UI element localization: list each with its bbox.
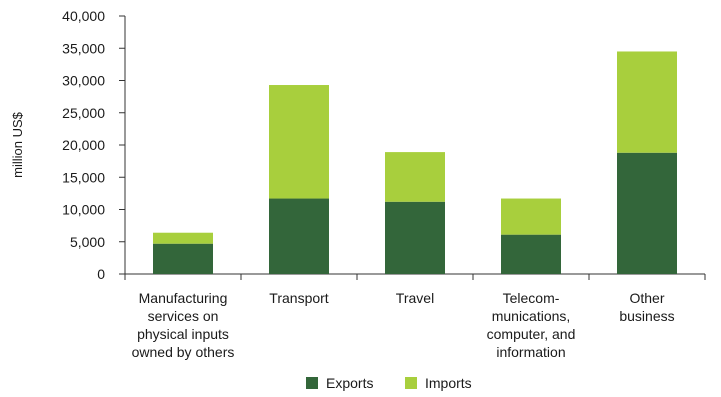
bar-imports: [153, 232, 213, 244]
bar-imports: [269, 85, 329, 199]
bar-imports: [617, 51, 677, 153]
y-tick-label: 0: [97, 266, 105, 282]
legend: Exports Imports: [306, 375, 472, 391]
bar-exports: [617, 152, 677, 274]
y-tick-label: 30,000: [62, 73, 105, 89]
x-tick-label-line: business: [619, 308, 674, 324]
bar-imports: [385, 152, 445, 202]
y-tick-label: 20,000: [62, 137, 105, 153]
x-tick-label-line: Manufacturing: [139, 290, 228, 306]
y-tick-label: 35,000: [62, 40, 105, 56]
legend-swatch-exports: [306, 377, 318, 389]
y-tick-label: 10,000: [62, 202, 105, 218]
x-tick-label: Other business: [619, 290, 674, 324]
x-tick-label-line: computer, and: [487, 326, 576, 342]
y-tick-label: 5,000: [70, 234, 105, 250]
x-tick-label-line: Transport: [269, 290, 329, 306]
x-tick-label-line: munications,: [492, 308, 571, 324]
bar-exports: [269, 198, 329, 274]
x-axis: Manufacturing services on physical inputs o…: [124, 273, 706, 360]
bar-exports: [385, 201, 445, 274]
y-tick-label: 15,000: [62, 169, 105, 185]
bar-exports: [501, 234, 561, 274]
x-tick-label-line: Travel: [396, 290, 434, 306]
x-tick-label-line: physical inputs: [137, 326, 229, 342]
x-tick-label-line: owned by others: [132, 344, 235, 360]
x-tick-label-line: information: [496, 344, 565, 360]
legend-label-imports: Imports: [425, 375, 472, 391]
bar-imports: [501, 198, 561, 235]
x-tick-label: Travel: [396, 290, 434, 306]
y-tick-label: 25,000: [62, 105, 105, 121]
y-tick-label: 40,000: [62, 8, 105, 24]
bars: [153, 51, 677, 274]
x-tick-label-line: Other: [629, 290, 664, 306]
x-tick-label-line: Telecom-: [503, 290, 560, 306]
x-tick-label: Transport: [269, 290, 329, 306]
x-tick-label: Manufacturing services on physical inputs o…: [132, 290, 235, 360]
bar-exports: [153, 243, 213, 274]
legend-label-exports: Exports: [326, 375, 373, 391]
x-tick-label-line: services on: [148, 308, 219, 324]
y-axis: 0 5,000 10,000 15,000 20,000 25,000 30,000 35,0…: [62, 8, 126, 282]
x-tick-label: Telecom-munications, computer, and informa…: [487, 290, 576, 360]
legend-swatch-imports: [405, 377, 417, 389]
y-axis-label: million US$: [10, 111, 25, 178]
